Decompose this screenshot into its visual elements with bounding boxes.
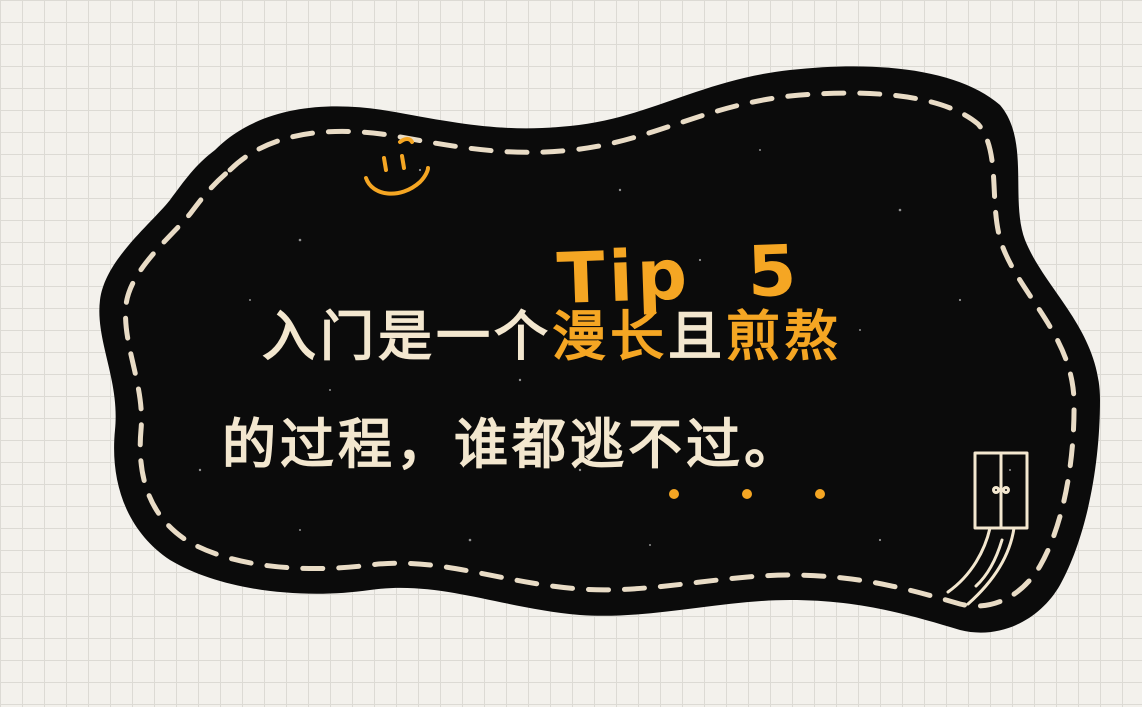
message-segment: 入门是一个 xyxy=(262,305,552,368)
message-line-2: 的过程，谁都逃不过。 xyxy=(222,418,802,472)
message-segment: 的过程，谁都逃不过。 xyxy=(222,413,802,476)
message-line-1: 入门是一个漫长且煎熬 xyxy=(262,310,842,364)
blob-shape xyxy=(99,66,1101,633)
message-highlight: 煎熬 xyxy=(726,305,842,368)
emphasis-dots xyxy=(669,489,825,499)
smiley-icon xyxy=(364,137,430,196)
message-segment: 且 xyxy=(668,305,726,368)
sparkle-dots xyxy=(198,149,1011,546)
blob-stitch xyxy=(123,90,1077,609)
door-icon xyxy=(946,451,1029,606)
message-highlight: 漫长 xyxy=(552,305,668,368)
